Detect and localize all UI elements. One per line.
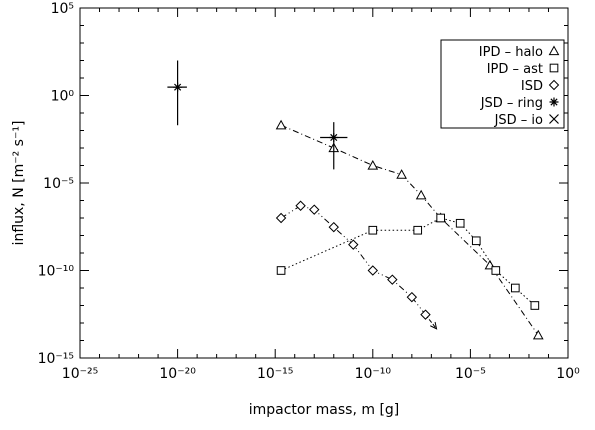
legend-symbol-square bbox=[549, 63, 559, 73]
series-ipd-ast bbox=[276, 213, 540, 310]
data-point bbox=[530, 301, 540, 310]
x-tick-label: 10⁻²⁵ bbox=[62, 366, 98, 382]
data-point bbox=[471, 236, 481, 246]
series-jsd-ring bbox=[167, 60, 348, 170]
y-tick-label: 10⁻¹⁵ bbox=[38, 351, 74, 367]
data-point bbox=[406, 291, 418, 303]
data-point bbox=[420, 309, 431, 320]
series-layer bbox=[167, 60, 544, 340]
series-line-isd bbox=[280, 205, 426, 315]
x-tick-label: 10⁻⁵ bbox=[455, 366, 486, 382]
legend-symbol-diamond bbox=[548, 79, 560, 91]
legend: IPD – halo IPD – ast ISD JSD – ring JSD – io bbox=[440, 39, 565, 129]
data-point bbox=[348, 239, 359, 250]
y-tick-label: 10⁵ bbox=[51, 1, 74, 17]
legend-symbol-cross bbox=[549, 114, 559, 124]
legend-label: ISD bbox=[521, 79, 543, 94]
legend-symbol-asterisk bbox=[549, 97, 559, 107]
y-tick-label: 10⁻⁵ bbox=[43, 176, 74, 192]
legend-symbol-triangle bbox=[548, 45, 560, 56]
series-line-ipd-ast bbox=[280, 217, 536, 306]
data-point bbox=[367, 265, 379, 276]
x-tick-label: 10⁰ bbox=[556, 366, 580, 382]
data-point bbox=[368, 225, 378, 235]
data-point bbox=[510, 283, 520, 293]
legend-label: JSD – io bbox=[494, 113, 543, 128]
data-point bbox=[309, 204, 320, 215]
data-point bbox=[275, 212, 287, 224]
axis-ticks: 10⁻²⁵ 10⁻²⁰ 10⁻¹⁵ 10⁻¹⁰ 10⁻⁵ 10⁰ 10⁵ 10⁰ 10⁻⁵ 10⁻… bbox=[38, 1, 581, 382]
series-line-ipd-halo bbox=[280, 124, 539, 336]
x-tick-label: 10⁻¹⁰ bbox=[355, 366, 392, 382]
data-point bbox=[328, 221, 339, 233]
data-point bbox=[491, 266, 501, 275]
data-point bbox=[387, 274, 398, 285]
data-point bbox=[413, 225, 423, 235]
legend-label: IPD – ast bbox=[487, 62, 543, 77]
data-point bbox=[455, 218, 465, 228]
x-axis-label: impactor mass, m [g] bbox=[249, 402, 400, 418]
legend-label: IPD – halo bbox=[479, 45, 543, 60]
data-point bbox=[436, 213, 445, 223]
x-tick-label: 10⁻²⁰ bbox=[159, 366, 196, 382]
y-tick-label: 10⁰ bbox=[51, 89, 75, 105]
data-point bbox=[532, 329, 544, 340]
x-tick-label: 10⁻¹⁵ bbox=[257, 366, 293, 382]
data-point bbox=[367, 159, 379, 170]
data-point bbox=[396, 169, 407, 179]
y-tick-label: 10⁻¹⁰ bbox=[38, 264, 75, 280]
y-axis-label: influx, N [m⁻² s⁻¹] bbox=[11, 121, 27, 246]
data-point bbox=[276, 266, 286, 275]
data-point bbox=[329, 132, 339, 142]
data-point bbox=[173, 82, 183, 92]
legend-label: JSD – ring bbox=[480, 96, 543, 111]
data-point bbox=[275, 119, 287, 130]
arrow-head bbox=[430, 321, 438, 330]
legend-box bbox=[440, 39, 565, 129]
data-point bbox=[415, 189, 427, 200]
series-isd bbox=[275, 200, 438, 330]
data-point bbox=[295, 200, 306, 211]
